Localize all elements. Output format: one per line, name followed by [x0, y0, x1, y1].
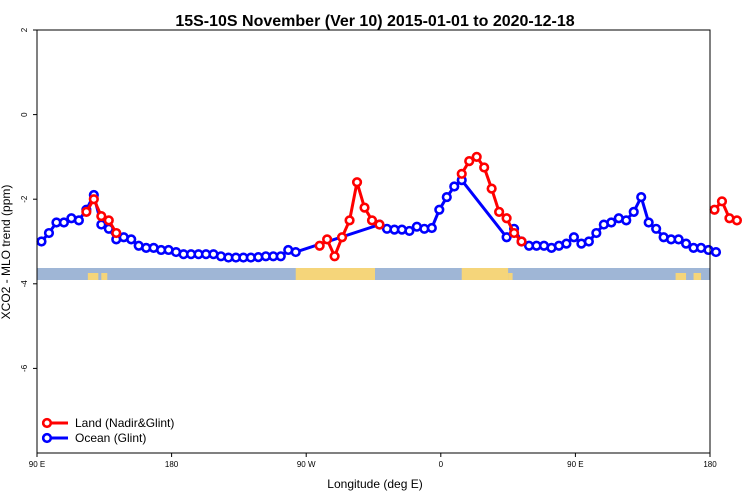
ocean-point-0: [36, 236, 47, 247]
land-point-23: [709, 204, 720, 215]
land-point-19: [494, 206, 505, 217]
y-tick-label-3: -4: [20, 280, 29, 288]
plot-frame: [36, 29, 711, 454]
legend-label-0: Land (Nadir&Glint): [75, 416, 174, 430]
land-point-9: [344, 215, 355, 226]
y-tick-label-4: -6: [20, 364, 29, 372]
ocean-point-61: [606, 217, 617, 228]
land-point-14: [456, 168, 467, 179]
x-axis: 90 E 180 90 W 0 90 E 180: [29, 453, 717, 469]
land-point-11: [359, 202, 370, 213]
land-point-22: [516, 236, 527, 247]
land-point-15: [464, 156, 475, 167]
ocean-point-32: [275, 251, 286, 262]
land-band-1: [461, 268, 509, 280]
land-point-21: [508, 227, 520, 239]
x-tick-label-5: 180: [703, 460, 717, 469]
y-tick-label-0: 2: [20, 27, 29, 32]
land-point-16: [471, 151, 482, 162]
ocean-point-5: [73, 215, 84, 226]
x-tick-label-1: 180: [165, 460, 179, 469]
x-tick-label-2: 90 W: [297, 460, 316, 469]
land-point-8: [336, 232, 348, 243]
ocean-point-70: [673, 234, 684, 245]
ocean-point-39: [404, 225, 415, 237]
land-point-4: [111, 227, 122, 239]
ocean-point-3: [58, 217, 70, 228]
ocean-point-67: [651, 223, 662, 234]
x-tick-label-3: 0: [439, 460, 444, 469]
ocean-point-1: [43, 227, 55, 239]
land-point-18: [486, 183, 497, 194]
land-point-13: [374, 219, 385, 230]
y-tick-label-2: -2: [20, 195, 29, 203]
ocean-point-12: [126, 234, 137, 245]
ocean-point-44: [441, 191, 452, 203]
land-band-0: [295, 268, 375, 280]
series-ocean: [36, 175, 722, 263]
ocean-point-59: [591, 227, 602, 239]
y-axis-label: XCO2 - MLO trend (ppm): [0, 185, 13, 320]
land-point-2: [96, 211, 107, 222]
land-sea-band: [37, 268, 710, 280]
land-point-5: [314, 240, 325, 251]
chart-title: 15S-10S November (Ver 10) 2015-01-01 to …: [175, 13, 574, 30]
x-axis-label: Longitude (deg E): [327, 477, 422, 491]
ocean-point-65: [636, 191, 647, 203]
y-axis: 2 0 -2 -4 -6: [20, 27, 37, 372]
land-patch-2: [508, 273, 513, 280]
ocean-point-42: [426, 222, 437, 234]
ocean-point-55: [561, 238, 572, 249]
land-point-3: [103, 215, 114, 226]
ocean-point-64: [628, 206, 639, 217]
ocean-point-45: [449, 181, 460, 192]
legend-label-1: Ocean (Glint): [75, 431, 146, 445]
land-point-6: [322, 234, 333, 245]
ocean-point-63: [621, 215, 632, 226]
ocean-point-58: [583, 236, 594, 247]
ocean-point-47: [501, 232, 512, 243]
land-patch-0: [87, 273, 99, 280]
land-point-17: [479, 162, 490, 173]
series-land: [81, 151, 743, 262]
ocean-point-56: [568, 232, 580, 243]
land-patch-1: [101, 273, 108, 280]
land-point-1: [88, 194, 99, 205]
land-patch-3: [675, 273, 687, 280]
land-point-26: [731, 215, 743, 226]
ocean-point-34: [290, 246, 301, 258]
land-point-10: [351, 177, 363, 188]
land-point-7: [329, 251, 340, 262]
land-point-0: [81, 206, 92, 217]
ocean-point-71: [680, 238, 692, 249]
legend-marker-1: [41, 432, 53, 444]
ocean-point-75: [710, 246, 722, 258]
y-tick-label-1: 0: [20, 112, 29, 117]
land-point-12: [366, 215, 378, 226]
ocean-point-66: [643, 217, 654, 228]
legend: Land (Nadir&Glint)Ocean (Glint): [41, 416, 174, 445]
x-tick-label-0: 90 E: [29, 460, 45, 469]
land-point-20: [501, 213, 512, 224]
land-point-24: [716, 196, 728, 207]
x-tick-label-4: 90 E: [567, 460, 583, 469]
land-patch-4: [693, 273, 702, 280]
legend-marker-0: [41, 417, 53, 429]
ocean-point-43: [434, 204, 445, 215]
